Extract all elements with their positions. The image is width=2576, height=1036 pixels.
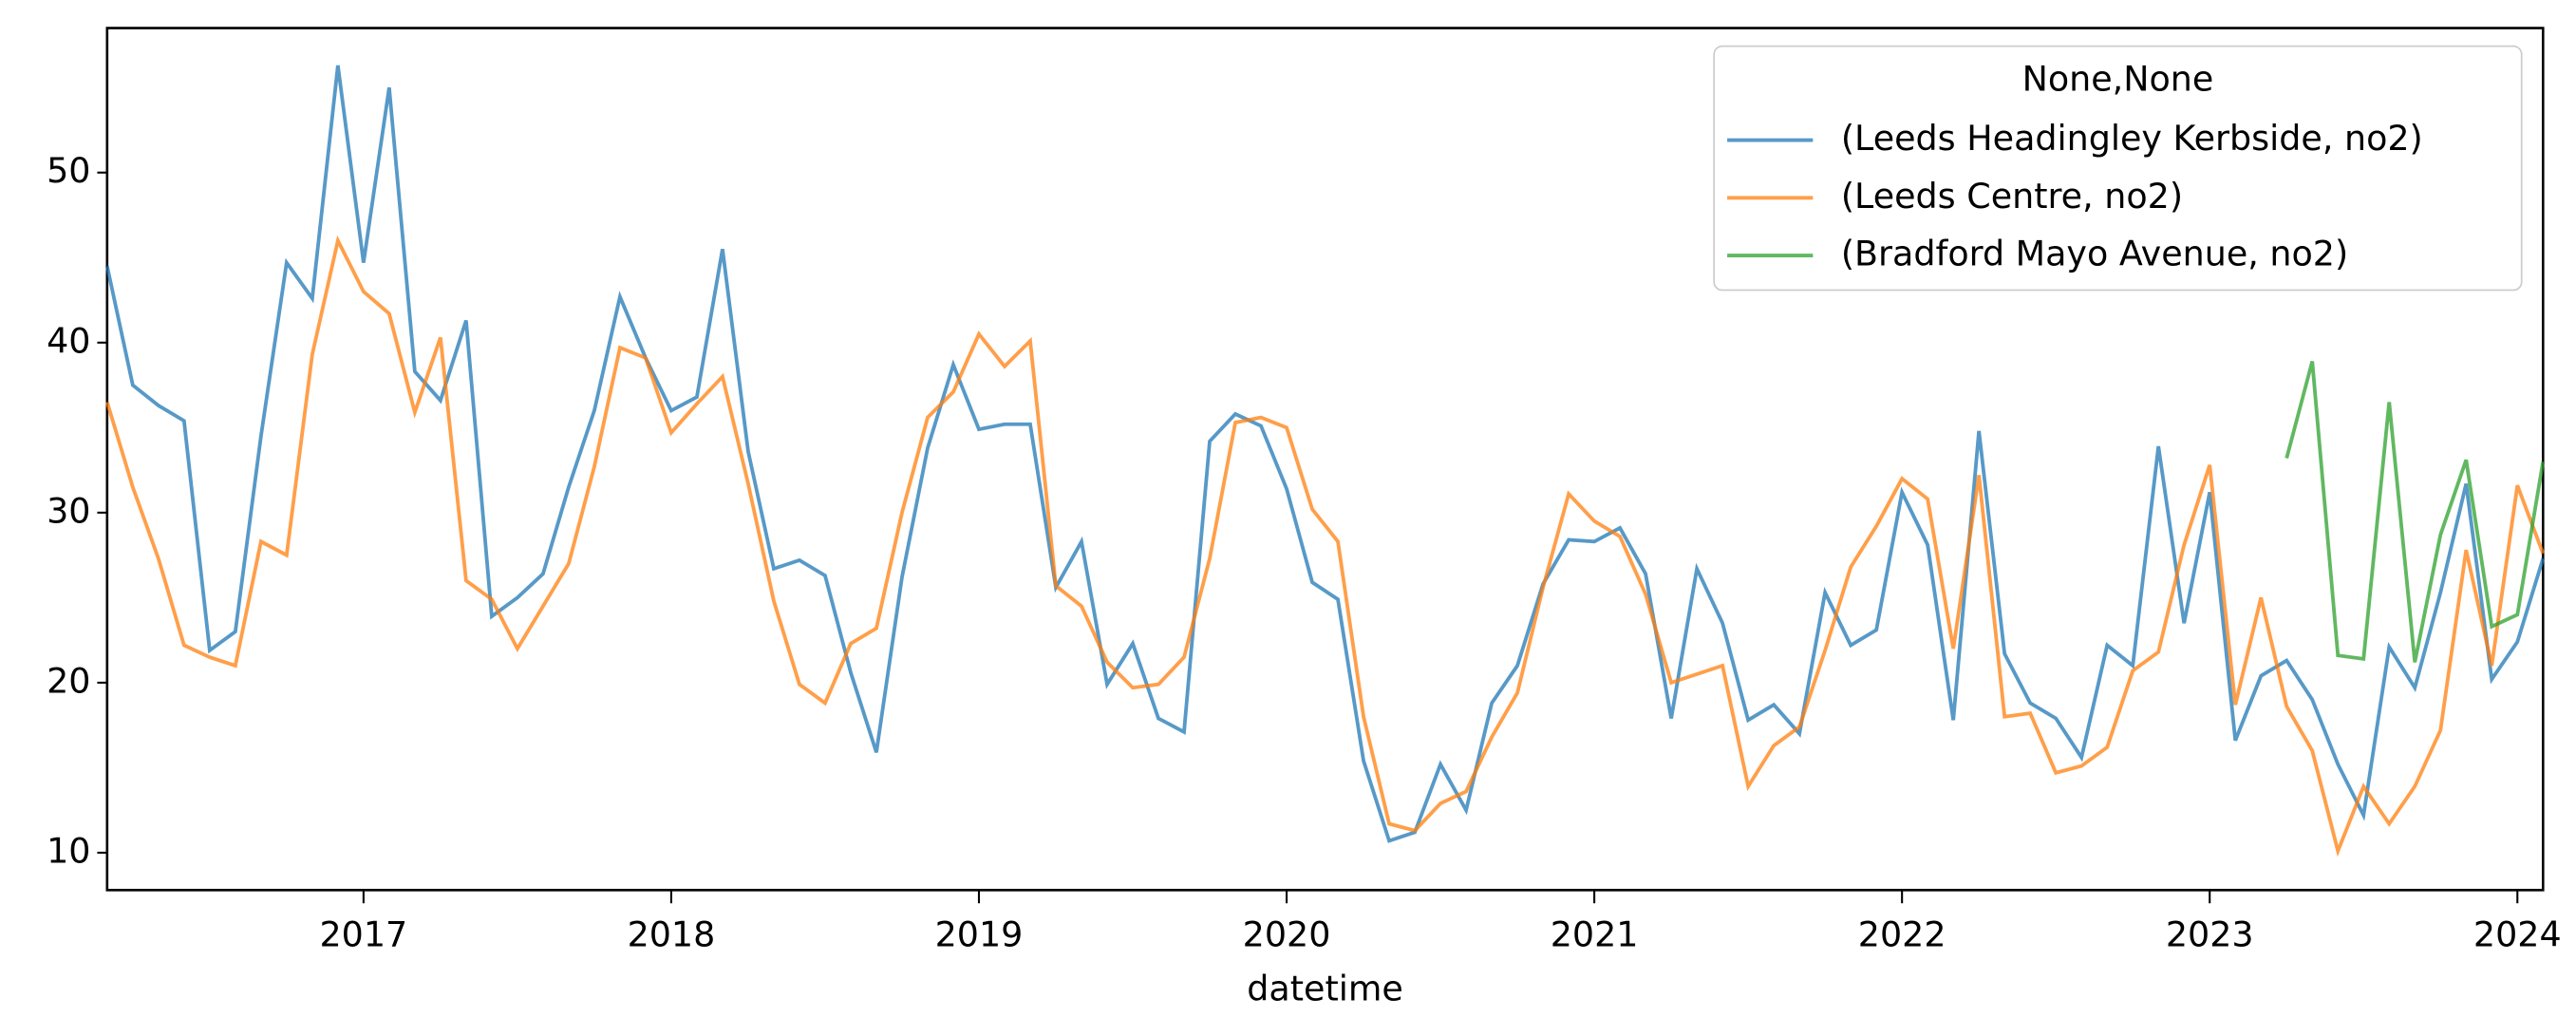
plot-frame	[105, 27, 2545, 892]
y-tick-label: 40	[47, 320, 90, 361]
x-tick-label: 2023	[2166, 914, 2254, 954]
legend-label: (Bradford Mayo Avenue, no2)	[1841, 234, 2348, 274]
y-tick-label: 30	[47, 490, 90, 531]
x-tick-label: 2018	[628, 914, 716, 954]
series-line	[104, 235, 2546, 857]
x-tick-label: 2019	[935, 914, 1024, 954]
x-tick-label: 2020	[1243, 914, 1331, 954]
x-tick-label: 2022	[1858, 914, 1946, 954]
legend-label: (Leeds Centre, no2)	[1841, 176, 2183, 217]
x-tick-label: 2017	[320, 914, 408, 954]
series-line	[104, 65, 2546, 843]
x-tick-label: 2021	[1551, 914, 1639, 954]
x-axis-label: datetime	[1247, 969, 1403, 1009]
y-tick-label: 20	[47, 660, 90, 701]
y-tick-label: 50	[47, 150, 90, 191]
legend-title: None,None	[2022, 59, 2214, 100]
y-tick-label: 10	[47, 830, 90, 871]
legend-box	[1713, 45, 2523, 292]
legend-label: (Leeds Headingley Kerbside, no2)	[1841, 118, 2423, 159]
x-tick-label: 2024	[2473, 914, 2562, 954]
series-line	[2285, 361, 2546, 663]
